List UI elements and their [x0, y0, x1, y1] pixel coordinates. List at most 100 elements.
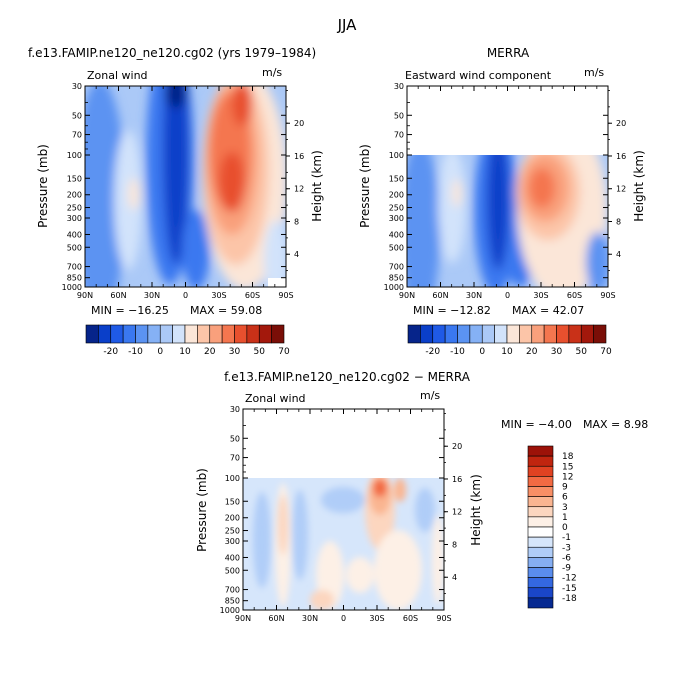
field-blob [529, 168, 555, 208]
y2-tick-label: 20 [452, 442, 462, 451]
y-tick-label: 200 [225, 514, 240, 523]
colorbar-box [494, 324, 508, 344]
colorbar-label: 0 [562, 523, 568, 533]
colorbar-label: -20 [425, 347, 440, 357]
panel-model-min-label: MIN = −16.25 [91, 304, 169, 317]
y-tick-label: 500 [225, 566, 240, 575]
y2-tick-label: 12 [294, 185, 304, 194]
colorbar-label: 70 [278, 347, 290, 357]
colorbar-label: 9 [562, 483, 568, 493]
colorbar-box [527, 516, 554, 528]
colorbar-box [527, 455, 554, 467]
colorbar-label: -6 [562, 553, 571, 563]
panel-model-field [85, 86, 286, 287]
field-blob [253, 492, 271, 588]
panel-merra-title: MERRA [487, 46, 530, 60]
missing-data-patch [268, 278, 286, 287]
colorbar-box [172, 324, 186, 344]
panel-difference-y2label: Height (km) [469, 474, 483, 545]
y-tick-label: 70 [72, 131, 82, 140]
field-blob [438, 147, 466, 263]
field-blob [232, 86, 252, 126]
colorbar-label: 50 [576, 347, 588, 357]
colorbar-box [527, 597, 554, 609]
y-tick-label: 70 [230, 454, 240, 463]
colorbar-label: 10 [501, 347, 513, 357]
colorbar-box [159, 324, 173, 344]
colorbar-box [469, 324, 483, 344]
colorbar-box [457, 324, 471, 344]
colorbar-box [527, 486, 554, 497]
x-tick-label: 60N [110, 291, 126, 300]
colorbar-box [527, 506, 554, 518]
field-blob [163, 86, 189, 265]
panel-model-y2label: Height (km) [310, 150, 324, 221]
colorbar-box [580, 324, 594, 344]
colorbar-label: -10 [128, 347, 143, 357]
field-blob [346, 557, 374, 593]
field-blob [321, 487, 365, 513]
colorbar-label: -10 [450, 347, 465, 357]
colorbar-box [556, 324, 570, 344]
colorbar-box [432, 324, 446, 344]
field-blob [264, 220, 286, 287]
panel-model-max-label: MAX = 59.08 [190, 304, 262, 317]
field-blob [373, 479, 387, 497]
y-tick-label: 50 [230, 434, 240, 443]
panel-difference-field [243, 409, 444, 610]
x-tick-label: 30N [144, 291, 160, 300]
colorbar-label: -18 [562, 594, 577, 604]
colorbar-box [527, 546, 554, 558]
field-blob [219, 152, 245, 212]
x-tick-label: 90S [600, 291, 615, 300]
y-tick-label: 150 [67, 174, 82, 183]
y2-tick-label: 16 [616, 152, 626, 161]
missing-data-above-100mb [407, 86, 608, 155]
x-tick-label: 30S [533, 291, 548, 300]
colorbar-label: 6 [562, 493, 568, 503]
panel-difference-ylabel: Pressure (mb) [195, 468, 209, 552]
colorbar-label: 20 [204, 347, 216, 357]
y-tick-label: 300 [389, 214, 404, 223]
y2-tick-label: 12 [616, 185, 626, 194]
missing-data-above-100mb [243, 409, 444, 478]
panel-model-units: m/s [262, 66, 282, 79]
colorbar-box [444, 324, 458, 344]
colorbar-label: 50 [254, 347, 266, 357]
field-blob [394, 478, 406, 502]
y-tick-label: 850 [67, 274, 82, 283]
y2-tick-label: 8 [616, 217, 621, 226]
y-tick-label: 1000 [384, 283, 404, 292]
y-tick-label: 250 [67, 204, 82, 213]
colorbar-label: 10 [179, 347, 191, 357]
colorbar-label: -12 [562, 574, 577, 584]
panel-merra-ylabel: Pressure (mb) [358, 144, 372, 228]
y2-tick-label: 4 [452, 573, 457, 582]
x-tick-label: 90N [235, 614, 251, 623]
colorbar-label: 0 [157, 347, 163, 357]
colorbar-box [407, 324, 421, 344]
colorbar-box [246, 324, 260, 344]
colorbar-label: 12 [562, 472, 573, 482]
colorbar-label: 18 [562, 452, 574, 462]
x-tick-label: 30S [211, 291, 226, 300]
colorbar-box [506, 324, 520, 344]
colorbar-box [234, 324, 248, 344]
figure-title: JJA [337, 16, 358, 34]
colorbar-label: -3 [562, 543, 571, 553]
y-tick-label: 200 [389, 191, 404, 200]
y-tick-label: 30 [72, 82, 82, 91]
y-tick-label: 1000 [220, 606, 240, 615]
colorbar-label: -9 [562, 564, 571, 574]
colorbar-box [209, 324, 223, 344]
panel-merra-variable: Eastward wind component [405, 69, 552, 82]
panel-difference-units: m/s [420, 389, 440, 402]
colorbar-box [527, 496, 554, 508]
y-tick-label: 700 [389, 263, 404, 272]
colorbar-label: 0 [479, 347, 485, 357]
y-tick-label: 700 [225, 586, 240, 595]
